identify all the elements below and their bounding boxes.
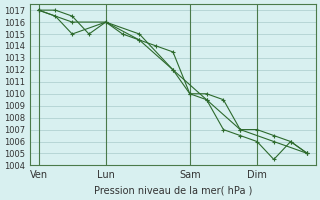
X-axis label: Pression niveau de la mer( hPa ): Pression niveau de la mer( hPa ) [94, 186, 252, 196]
